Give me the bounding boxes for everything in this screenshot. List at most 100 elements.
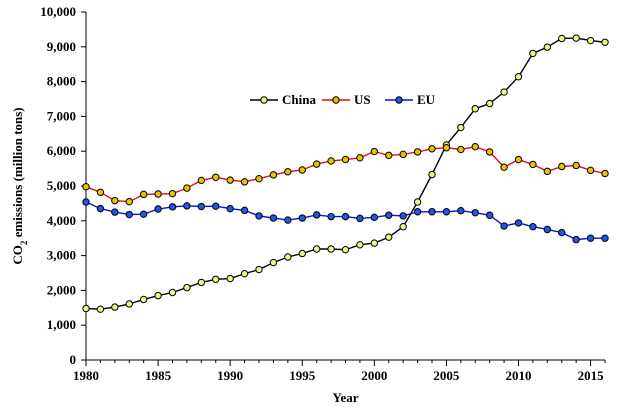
data-point-us [457, 145, 465, 154]
x-tick-label: 2015 [578, 368, 605, 383]
data-point-china [428, 170, 436, 179]
data-point-eu [457, 207, 465, 215]
data-point-us [586, 166, 595, 175]
data-point-us [428, 145, 436, 153]
series-us [82, 142, 609, 206]
data-point-us [183, 184, 191, 192]
data-point-china [399, 223, 407, 231]
legend-item-china: China [250, 92, 316, 107]
data-point-eu [399, 212, 407, 220]
series-china [82, 34, 609, 313]
data-point-us [197, 176, 206, 185]
data-point-eu [514, 219, 523, 227]
x-axis-title: Year [333, 390, 359, 405]
data-point-eu [543, 225, 552, 234]
data-point-us [529, 160, 537, 169]
data-point-us [240, 178, 249, 186]
data-point-eu [96, 204, 105, 213]
y-tick-label: 9,000 [47, 39, 76, 54]
data-point-us [514, 155, 523, 164]
series-group [82, 34, 609, 313]
data-point-eu [500, 222, 508, 230]
data-point-china [139, 295, 148, 304]
legend-label-eu: EU [417, 92, 436, 107]
data-point-us [341, 155, 350, 164]
data-point-china [356, 241, 364, 249]
y-tick-label: 7,000 [47, 108, 76, 123]
legend-marker-us [332, 96, 340, 104]
data-point-us [139, 190, 148, 199]
data-point-china [413, 198, 422, 206]
y-tick-label: 1,000 [47, 317, 76, 332]
data-point-eu [284, 216, 292, 224]
data-point-china [82, 304, 90, 313]
data-point-us [385, 151, 393, 160]
y-tick-label: 4,000 [47, 213, 76, 228]
data-point-us [226, 176, 234, 184]
data-point-us [168, 189, 177, 198]
data-point-eu [298, 214, 306, 222]
y-tick-label: 5,000 [47, 178, 76, 193]
data-point-china [183, 283, 191, 292]
data-point-us [601, 169, 609, 178]
data-point-eu [413, 208, 422, 216]
data-point-us [82, 182, 90, 191]
data-point-eu [529, 223, 537, 231]
data-point-eu [125, 210, 133, 219]
data-point-eu [428, 208, 436, 216]
data-point-eu [111, 208, 119, 216]
legend-item-eu: EU [385, 92, 436, 107]
data-point-china [385, 233, 393, 241]
legend: China US EU [250, 92, 436, 107]
series-line-eu [85, 201, 605, 241]
data-point-china [255, 265, 263, 274]
data-point-china [457, 123, 465, 132]
data-point-eu [385, 211, 393, 219]
data-point-us [154, 190, 162, 198]
data-point-eu [240, 206, 249, 215]
data-point-eu [586, 234, 595, 242]
x-tick-label: 1990 [217, 368, 243, 383]
series-line-us [85, 145, 606, 203]
data-point-us [125, 197, 133, 206]
legend-marker-china [260, 96, 268, 104]
y-tick-label: 10,000 [40, 4, 76, 19]
data-point-us [471, 142, 479, 151]
data-point-us [298, 166, 306, 174]
data-point-us [312, 160, 321, 168]
x-tick-label: 1995 [289, 368, 316, 383]
data-point-china [298, 249, 306, 258]
data-point-eu [212, 202, 220, 210]
y-axis-title: CO2 emissions (million tons) [10, 107, 29, 264]
data-point-eu [226, 204, 234, 213]
data-point-eu [442, 208, 451, 216]
y-tick-label: 3,000 [47, 248, 76, 263]
legend-label-us: US [354, 92, 371, 107]
data-point-eu [154, 205, 162, 213]
data-point-china [212, 275, 220, 283]
data-point-us [442, 144, 451, 152]
data-point-eu [558, 228, 566, 237]
legend-label-china: China [282, 92, 316, 107]
data-point-china [500, 88, 508, 96]
x-tick-label: 2000 [361, 368, 387, 383]
data-point-china [269, 258, 278, 267]
data-point-china [168, 288, 177, 297]
y-tick-label: 8,000 [47, 74, 76, 89]
data-point-eu [269, 214, 278, 222]
data-point-eu [356, 214, 364, 223]
data-point-china [601, 38, 609, 46]
data-point-china [327, 245, 335, 253]
data-point-china [96, 305, 105, 313]
data-point-us [558, 162, 566, 171]
data-point-eu [370, 213, 379, 222]
data-point-china [586, 36, 595, 45]
data-point-us [284, 168, 292, 176]
series-line-china [85, 37, 606, 310]
data-point-us [327, 157, 335, 165]
data-point-eu [601, 234, 609, 242]
y-tick-label: 0 [70, 352, 77, 367]
data-point-china [312, 245, 321, 253]
data-point-eu [327, 212, 335, 221]
